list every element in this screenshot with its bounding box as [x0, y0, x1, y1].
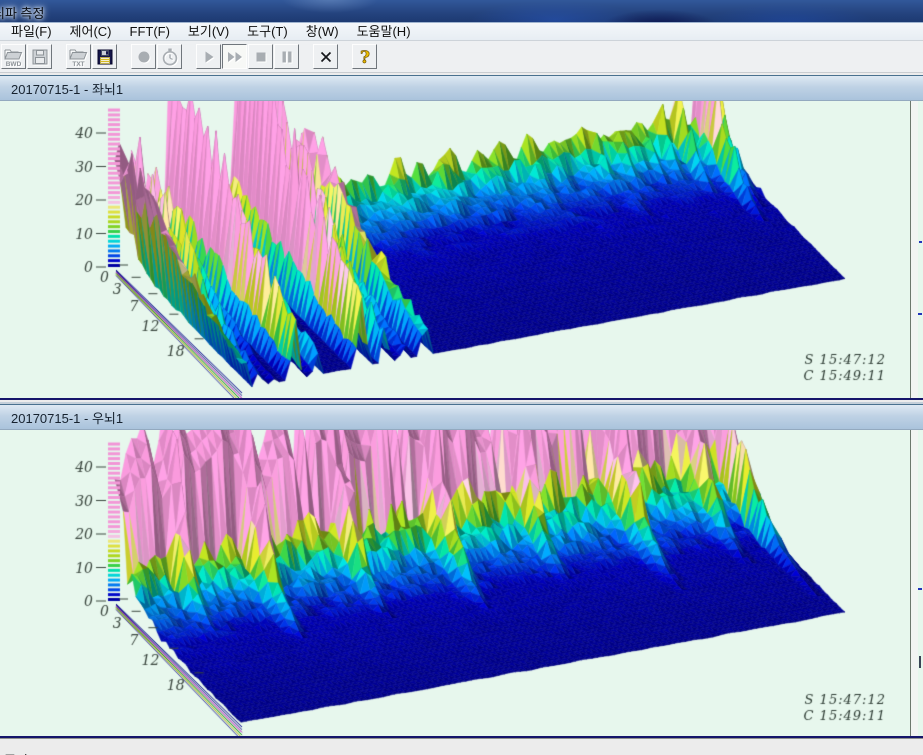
- play-icon: [199, 47, 219, 67]
- fast-forward-icon: [225, 47, 245, 67]
- pause-icon: [277, 47, 297, 67]
- caption-label-right-brain: 20170715-1 - 우뇌1: [11, 408, 123, 427]
- timer-button[interactable]: [157, 44, 182, 69]
- floppy-icon: [30, 47, 50, 67]
- menu-item-view[interactable]: 보기(V): [179, 23, 238, 40]
- panel-border: [0, 398, 923, 400]
- floppy-color-icon: [95, 47, 115, 67]
- panel-right-brain: 20170715-1 - 우뇌1: [0, 404, 923, 738]
- caption-label-left-brain: 20170715-1 - 좌뇌1: [11, 79, 123, 98]
- close-button[interactable]: [313, 44, 338, 69]
- caption-bar-left-brain[interactable]: 20170715-1 - 좌뇌1: [0, 75, 923, 101]
- record-icon: [134, 47, 154, 67]
- stopwatch-icon: [160, 47, 180, 67]
- window-title: 뇌파 측정: [0, 3, 44, 22]
- record-button[interactable]: [131, 44, 156, 69]
- menu-item-control[interactable]: 제어(C): [61, 23, 121, 40]
- stop-button[interactable]: [248, 44, 273, 69]
- svg-text:?: ?: [360, 48, 370, 67]
- save-txt-button[interactable]: [92, 44, 117, 69]
- caption-bar-right-brain[interactable]: 20170715-1 - 우뇌1: [0, 404, 923, 430]
- application-window: 뇌파 측정 파일(F)제어(C)FFT(F)보기(V)도구(T)창(W)도움말(…: [0, 0, 923, 755]
- menu-item-window[interactable]: 창(W): [297, 23, 348, 40]
- stop-icon: [251, 47, 271, 67]
- status-text: 준비: [4, 750, 28, 755]
- background-window-sliver: [918, 101, 923, 398]
- menu-item-fft[interactable]: FFT(F): [121, 23, 179, 40]
- svg-text:TXT: TXT: [72, 61, 84, 67]
- eeg-waterfall-canvas-left-brain: [0, 101, 910, 398]
- menu-item-tools[interactable]: 도구(T): [238, 23, 297, 40]
- panel-left-brain: 20170715-1 - 좌뇌1: [0, 75, 923, 404]
- help-icon: ?: [355, 47, 375, 67]
- help-button[interactable]: ?: [352, 44, 377, 69]
- background-window-sliver: [918, 430, 923, 736]
- menu-item-file[interactable]: 파일(F): [2, 23, 61, 40]
- title-bar[interactable]: 뇌파 측정: [0, 0, 923, 23]
- open-txt-button[interactable]: TXT: [66, 44, 91, 69]
- menu-bar: 파일(F)제어(C)FFT(F)보기(V)도구(T)창(W)도움말(H): [0, 23, 923, 41]
- chart-area-left-brain: [0, 101, 923, 398]
- save-bwd-button[interactable]: [27, 44, 52, 69]
- open-bwd-button[interactable]: BWD: [1, 44, 26, 69]
- play-button[interactable]: [196, 44, 221, 69]
- status-bar: 준비: [0, 738, 923, 755]
- toolbar: BWD TXT?: [0, 41, 923, 73]
- chart-area-right-brain: [0, 430, 923, 736]
- svg-text:BWD: BWD: [6, 61, 22, 67]
- close-x-icon: [316, 47, 336, 67]
- fast-forward-button[interactable]: [222, 44, 247, 69]
- pause-button[interactable]: [274, 44, 299, 69]
- eeg-waterfall-canvas-right-brain: [0, 430, 910, 736]
- folder-bwd-icon: BWD: [3, 46, 24, 67]
- folder-txt-icon: TXT: [68, 46, 89, 67]
- menu-item-help[interactable]: 도움말(H): [348, 23, 420, 40]
